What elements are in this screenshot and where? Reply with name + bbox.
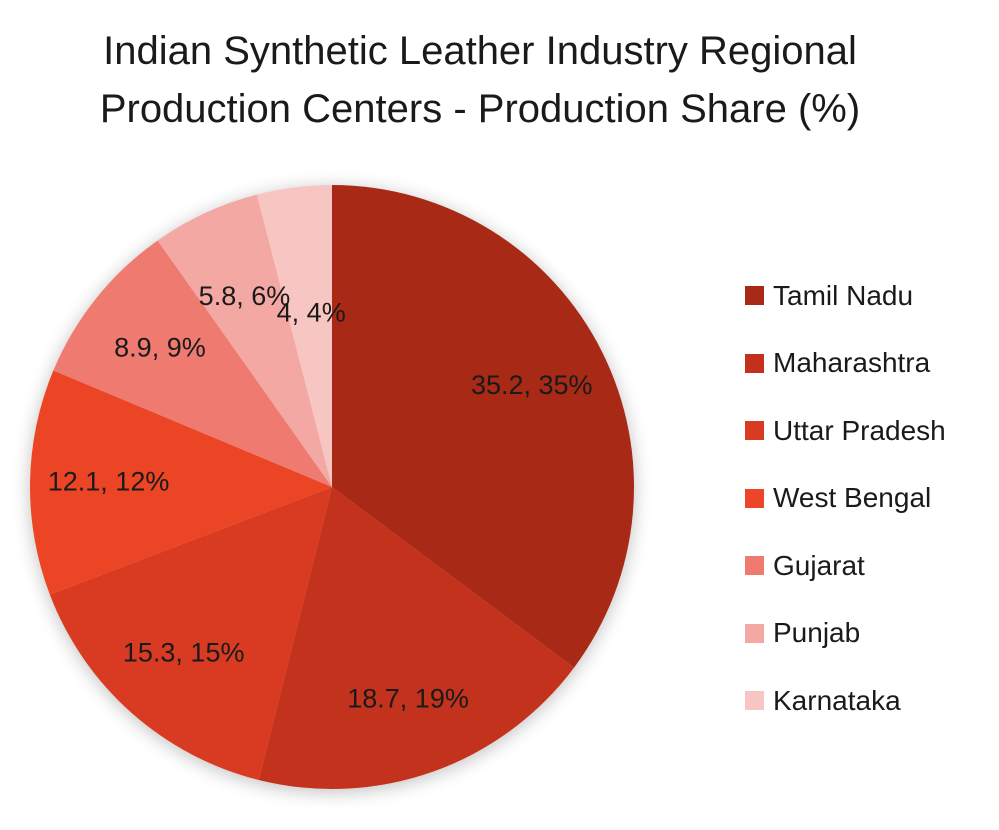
legend-label: Karnataka xyxy=(773,684,901,716)
legend-label: West Bengal xyxy=(773,482,932,514)
data-label-tamil-nadu: 35.2, 35% xyxy=(471,370,593,400)
data-label-karnataka: 4, 4% xyxy=(277,297,346,327)
pie-slice-west-bengal xyxy=(29,370,333,595)
legend-swatch xyxy=(745,421,764,441)
legend-swatch xyxy=(745,286,764,306)
pie-slice-maharashtra xyxy=(258,487,575,789)
legend-label: Gujarat xyxy=(773,549,865,581)
chart-title: Indian Synthetic Leather Industry Region… xyxy=(0,22,960,138)
legend-swatch xyxy=(745,691,764,711)
legend-label: Punjab xyxy=(773,617,861,649)
pie-slice-labels: 35.2, 35% 18.7, 19% 15.3, 15% 12.1, 12% 8.9,… xyxy=(48,281,593,713)
legend: Tamil Nadu Maharashtra Uttar Pradesh West B… xyxy=(745,262,946,735)
legend-item-west-bengal: West Bengal xyxy=(745,465,946,533)
pie-slice-punjab xyxy=(157,194,332,487)
legend-item-uttar-pradesh: Uttar Pradesh xyxy=(745,397,946,465)
legend-item-tamil-nadu: Tamil Nadu xyxy=(745,262,946,330)
pie-slices xyxy=(29,185,635,789)
legend-label: Uttar Pradesh xyxy=(773,414,946,446)
chart-title-line-2: Production Centers - Production Share (%… xyxy=(99,87,861,131)
pie-slice-tamil-nadu xyxy=(332,185,635,668)
chart-title-line-1: Indian Synthetic Leather Industry Region… xyxy=(103,29,857,73)
legend-label: Maharashtra xyxy=(773,347,931,379)
data-label-west-bengal: 12.1, 12% xyxy=(48,467,170,497)
data-label-uttar-pradesh: 15.3, 15% xyxy=(123,637,245,667)
data-label-maharashtra: 18.7, 19% xyxy=(347,683,469,713)
legend-item-punjab: Punjab xyxy=(745,600,946,668)
pie-slice-uttar-pradesh xyxy=(49,487,332,780)
legend-swatch xyxy=(745,488,764,508)
legend-swatch xyxy=(745,623,764,643)
legend-swatch xyxy=(745,353,764,373)
legend-item-maharashtra: Maharashtra xyxy=(745,330,946,398)
data-label-punjab: 5.8, 6% xyxy=(199,281,291,311)
legend-swatch xyxy=(745,556,764,576)
legend-item-gujarat: Gujarat xyxy=(745,532,946,600)
data-label-gujarat: 8.9, 9% xyxy=(114,332,206,362)
pie-slice-karnataka xyxy=(256,185,332,487)
legend-item-karnataka: Karnataka xyxy=(745,667,946,735)
pie-slice-gujarat xyxy=(53,240,332,487)
legend-label: Tamil Nadu xyxy=(773,279,914,311)
